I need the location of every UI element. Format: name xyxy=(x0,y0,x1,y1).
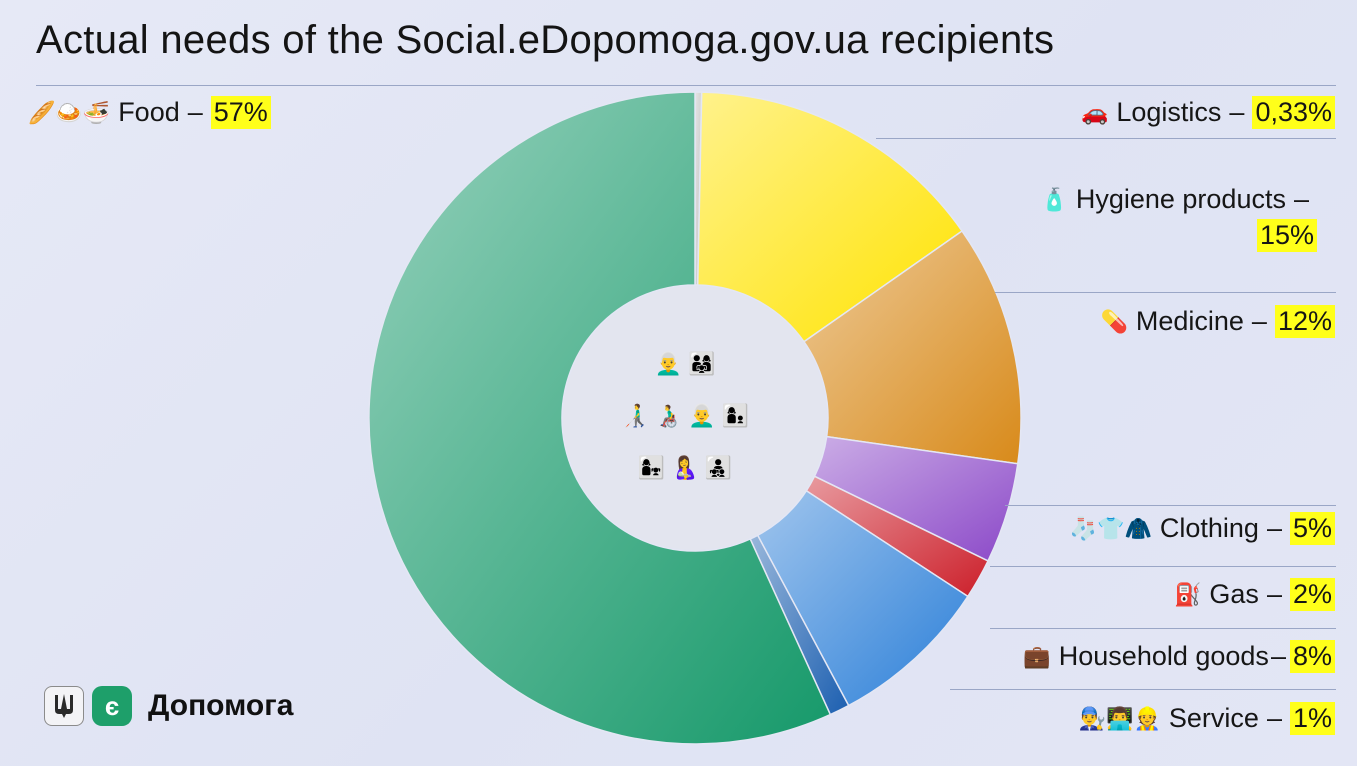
legend-household-label: Household goods xyxy=(1058,641,1269,671)
bread-bowl-icons: 🥖🍛🍜 xyxy=(28,99,111,125)
legend-hygiene-label: Hygiene products xyxy=(1075,184,1286,214)
legend-food-label: Food xyxy=(118,97,180,127)
legend-gas: ⛽ Gas – 2% xyxy=(1174,578,1335,611)
legend-household: 💼 Household goods – 8% xyxy=(1023,640,1335,673)
legend-medicine: 💊 Medicine – 12% xyxy=(1100,305,1335,338)
brand-block: є Допомога xyxy=(44,686,293,726)
legend-hygiene-value: 15% xyxy=(1256,219,1317,252)
slice-hygiene-products xyxy=(696,91,964,343)
legend-gas-label: Gas xyxy=(1209,579,1259,609)
legend-household-value: 8% xyxy=(1289,640,1335,673)
legend-divider xyxy=(990,628,1336,629)
legend-service-value: 1% xyxy=(1289,702,1335,735)
legend-clothing-value: 5% xyxy=(1289,512,1335,545)
legend-clothing: 🧦👕🧥 Clothing – 5% xyxy=(1070,512,1335,545)
legend-service: 👨‍🔧👨‍💻👷 Service – 1% xyxy=(1079,702,1335,735)
clothes-icons: 🧦👕🧥 xyxy=(1069,515,1152,541)
slice-food xyxy=(368,91,832,745)
trident-icon xyxy=(44,686,84,726)
brand-name: Допомога xyxy=(148,689,294,722)
people-icons-row-2: 👨‍🦯 👨‍🦽 👨‍🦳 👩‍👦 xyxy=(621,403,749,428)
workers-icons: 👨‍🔧👨‍💻👷 xyxy=(1078,705,1161,731)
people-icons-row-3: 👩‍👧 🤱 👨‍👧‍👦 xyxy=(637,455,733,480)
lotion-bottle-icon: 🧴 xyxy=(1040,186,1068,212)
legend-divider xyxy=(950,689,1336,690)
donut-center xyxy=(563,286,827,550)
fuel-pump-icon: ⛽ xyxy=(1174,581,1202,607)
legend-gas-value: 2% xyxy=(1289,578,1335,611)
chart-title: Actual needs of the Social.eDopomoga.gov… xyxy=(36,18,1055,62)
people-icons-row-1: 👨‍🦳 👨‍👩‍👧 xyxy=(654,351,716,376)
legend-food-value: 57% xyxy=(210,96,271,129)
title-divider xyxy=(36,85,1336,86)
legend-logistics-value: 0,33% xyxy=(1252,96,1335,129)
legend-divider xyxy=(995,292,1336,293)
legend-clothing-label: Clothing xyxy=(1159,513,1259,543)
legend-divider xyxy=(990,566,1336,567)
legend-service-label: Service xyxy=(1168,703,1259,733)
pill-icon: 💊 xyxy=(1100,308,1128,334)
legend-hygiene: 🧴 Hygiene products – xyxy=(1040,184,1309,214)
slice-medicine xyxy=(802,229,1022,465)
legend-logistics-label: Logistics xyxy=(1116,97,1222,127)
briefcase-icon: 💼 xyxy=(1023,643,1051,669)
center-people-icons: 👨‍🦳 👨‍👩‍👧 👨‍🦯 👨‍🦽 👨‍🦳 👩‍👦 👩‍👧 🤱 👨‍👧‍👦 xyxy=(605,338,765,488)
e-logo-icon: є xyxy=(92,686,132,726)
legend-medicine-value: 12% xyxy=(1274,305,1335,338)
legend-divider xyxy=(1005,505,1336,506)
legend-divider xyxy=(876,138,1336,139)
legend-food: 🥖🍛🍜 Food – 57% xyxy=(28,96,271,129)
legend-medicine-label: Medicine xyxy=(1135,306,1244,336)
legend-hygiene-value-row: 15% xyxy=(1256,219,1317,252)
legend-logistics: 🚗 Logistics – 0,33% xyxy=(1081,96,1335,129)
car-icon: 🚗 xyxy=(1080,99,1109,125)
